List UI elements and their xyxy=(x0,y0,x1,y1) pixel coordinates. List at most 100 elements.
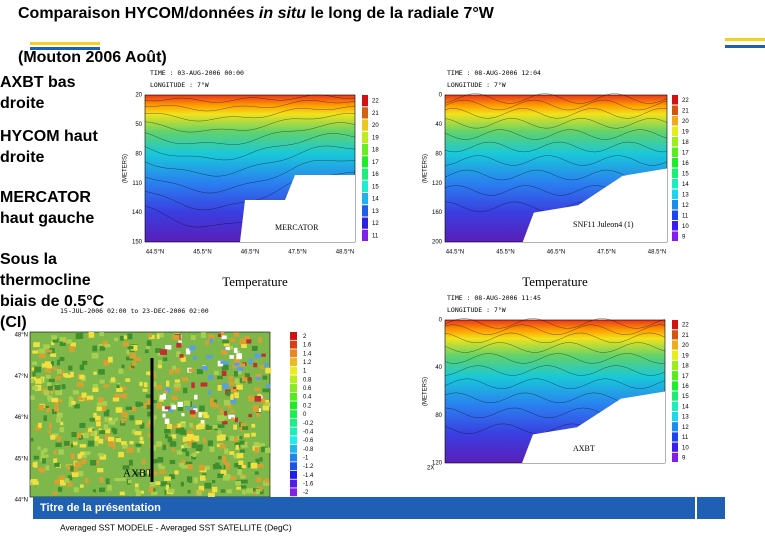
map-speckle xyxy=(146,404,152,410)
map-speckle xyxy=(82,360,88,365)
map-speckle xyxy=(50,353,57,357)
note-line: haut gauche xyxy=(0,210,94,227)
x-tick-label: 47.5°N xyxy=(597,250,615,256)
map-speckle xyxy=(241,490,246,495)
map-speckle xyxy=(194,394,198,400)
map-speckle xyxy=(59,427,65,433)
map-speckle xyxy=(221,335,227,339)
colorbar-cell xyxy=(672,381,678,391)
colorbar-cell xyxy=(672,137,678,147)
lat-label: 45°N xyxy=(15,456,28,462)
map-speckle xyxy=(30,479,38,483)
contour xyxy=(144,122,356,145)
colorbar-cell xyxy=(672,105,678,115)
colorbar-cell xyxy=(362,193,368,205)
map-speckle xyxy=(198,412,203,418)
contour xyxy=(144,100,356,112)
map-speckle xyxy=(77,453,82,459)
map-speckle xyxy=(242,426,249,431)
map-speckle xyxy=(196,424,201,430)
map-speckle xyxy=(241,479,248,484)
map-speckle xyxy=(181,423,186,428)
y-tick-label: 20 xyxy=(135,93,142,99)
map-speckle xyxy=(231,417,235,421)
colorbar-cell xyxy=(362,119,368,131)
map-speckle xyxy=(45,405,49,410)
map-speckle xyxy=(217,430,222,436)
map-speckle xyxy=(52,491,58,495)
colorbar-label: 17 xyxy=(372,160,379,166)
map-speckle xyxy=(238,369,242,375)
map-speckle xyxy=(59,340,66,347)
map-speckle xyxy=(229,451,235,455)
map-speckle xyxy=(138,402,144,407)
map-speckle xyxy=(219,434,226,441)
map-speckle xyxy=(96,406,104,412)
map-speckle xyxy=(136,448,141,453)
map-speckle xyxy=(93,371,97,375)
colorbar-cell xyxy=(672,452,678,462)
map-speckle xyxy=(155,385,162,390)
map-speckle xyxy=(228,414,235,420)
colorbar-label: 16 xyxy=(682,161,689,167)
map-speckle xyxy=(44,361,51,366)
map-speckle xyxy=(46,364,53,369)
map-speckle xyxy=(79,422,86,429)
map-speckle xyxy=(228,345,233,350)
map-speckle xyxy=(227,405,233,409)
colorbar-label: 0.2 xyxy=(303,403,312,409)
map-speckle xyxy=(255,458,260,465)
colorbar-label: 15 xyxy=(682,394,689,400)
map-speckle xyxy=(203,465,210,470)
map-speckle xyxy=(114,478,122,482)
map-speckle xyxy=(58,487,63,492)
map-speckle xyxy=(156,332,164,338)
map-speckle xyxy=(135,443,142,447)
map-speckle xyxy=(192,452,196,458)
label-box xyxy=(571,443,605,455)
map-speckle xyxy=(99,477,104,483)
map-speckle xyxy=(263,402,271,407)
map-speckle xyxy=(250,462,258,469)
map-speckle xyxy=(160,349,168,356)
map-speckle xyxy=(237,350,241,355)
map-speckle xyxy=(189,422,193,428)
map-speckle xyxy=(178,462,185,467)
map-speckle xyxy=(99,346,106,351)
colorbar-label: 12 xyxy=(682,425,689,431)
colorbar-cell xyxy=(672,200,678,210)
map-speckle xyxy=(111,377,116,382)
colorbar-label: 1.2 xyxy=(303,360,312,366)
map-speckle xyxy=(233,362,241,366)
map-speckle xyxy=(99,379,105,384)
map-speckle xyxy=(176,351,181,357)
map-speckle xyxy=(73,441,78,446)
map-speckle xyxy=(136,490,141,497)
map-speckle xyxy=(31,361,37,365)
map-speckle xyxy=(145,394,151,398)
map-speckle xyxy=(233,332,240,337)
colorbar-label: 22 xyxy=(682,98,689,104)
map-speckle xyxy=(246,488,253,494)
map-speckle xyxy=(175,428,182,434)
map-speckle xyxy=(200,420,205,426)
map-speckle xyxy=(76,432,82,439)
map-speckle xyxy=(55,442,62,448)
label-box xyxy=(273,222,307,234)
map-speckle xyxy=(205,425,213,430)
map-speckle xyxy=(138,490,145,494)
map-speckle xyxy=(229,355,234,359)
map-speckle xyxy=(103,384,109,388)
map-speckle xyxy=(119,491,125,496)
map-speckle xyxy=(151,471,158,476)
map-speckle xyxy=(97,468,104,473)
map-speckle xyxy=(169,474,175,480)
map-speckle xyxy=(119,335,124,341)
map-speckle xyxy=(200,332,206,338)
colorbar-label: 18 xyxy=(682,140,689,146)
map-speckle xyxy=(47,395,53,400)
map-speckle xyxy=(71,400,76,405)
map-speckle xyxy=(60,370,65,375)
map-speckle xyxy=(237,354,241,358)
map-speckle xyxy=(239,449,245,453)
